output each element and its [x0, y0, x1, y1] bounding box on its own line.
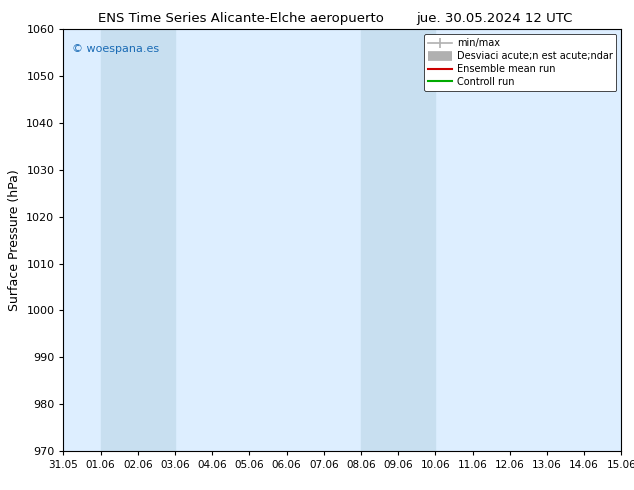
Text: ENS Time Series Alicante-Elche aeropuerto: ENS Time Series Alicante-Elche aeropuert…: [98, 12, 384, 25]
Text: jue. 30.05.2024 12 UTC: jue. 30.05.2024 12 UTC: [417, 12, 573, 25]
Bar: [621, 29, 634, 451]
Bar: [361, 29, 436, 451]
Text: © woespana.es: © woespana.es: [72, 44, 159, 54]
Legend: min/max, Desviaci acute;n est acute;ndar, Ensemble mean run, Controll run: min/max, Desviaci acute;n est acute;ndar…: [424, 34, 616, 91]
Y-axis label: Surface Pressure (hPa): Surface Pressure (hPa): [8, 169, 21, 311]
Bar: [101, 29, 175, 451]
